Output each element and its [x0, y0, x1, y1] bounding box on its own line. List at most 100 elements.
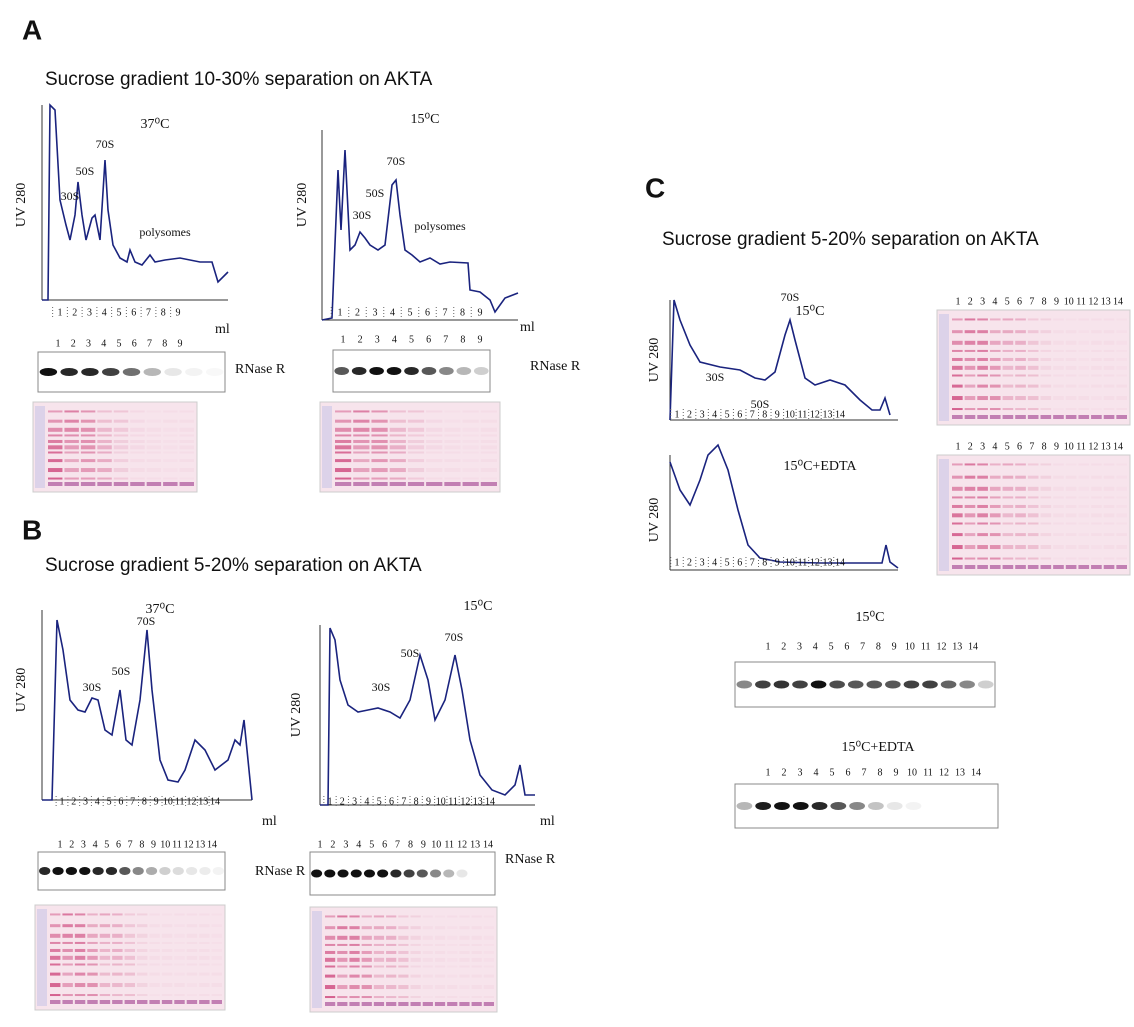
gel-band	[1040, 496, 1052, 499]
gel-band	[989, 496, 1001, 499]
gel-band	[398, 915, 409, 918]
gel-band	[1027, 349, 1039, 352]
fraction-label: 5	[725, 409, 730, 420]
gel-band	[163, 452, 177, 454]
gel-band	[174, 964, 184, 966]
fraction-label: 2	[72, 307, 77, 318]
x-axis-label: ml	[520, 320, 535, 335]
gel-band	[1002, 408, 1014, 411]
blot-band	[977, 680, 994, 689]
gel-band	[1065, 415, 1077, 419]
gel-band	[1091, 513, 1102, 517]
gel-band	[423, 936, 433, 940]
gel-band	[99, 983, 111, 988]
gel-band	[1104, 487, 1115, 491]
gel-band	[74, 924, 86, 928]
gel-band	[463, 468, 479, 472]
gel-band	[1078, 350, 1089, 352]
gel-band	[977, 396, 988, 401]
fraction-label: 3	[373, 307, 378, 318]
gel-band	[447, 936, 457, 940]
gel-band	[1015, 340, 1026, 345]
gel-band	[407, 445, 425, 450]
gel-band	[964, 374, 976, 377]
blot-band	[885, 680, 901, 689]
gel-band	[361, 957, 372, 962]
lane-label: 2	[71, 338, 76, 349]
blot-band	[350, 869, 362, 878]
gel-band	[1091, 341, 1102, 345]
gel-band	[112, 963, 123, 966]
gel-band	[1104, 523, 1115, 525]
gel-band	[989, 545, 1001, 550]
blot-band	[868, 802, 884, 810]
gel-band	[353, 468, 370, 473]
gel-band	[1053, 415, 1064, 419]
fraction-label: 2	[355, 307, 360, 318]
gel-band	[1078, 385, 1089, 388]
lane-label: 10	[1064, 441, 1074, 452]
gel-band	[1066, 476, 1077, 479]
gel-band	[484, 966, 494, 968]
gel-band	[989, 340, 1001, 345]
gel-band	[161, 1000, 173, 1004]
blot-band	[755, 680, 771, 689]
gel-band	[163, 478, 177, 480]
gel-band	[62, 924, 73, 928]
gel-band	[1116, 330, 1127, 333]
gel-band	[989, 513, 1001, 518]
lane-label: 2	[781, 641, 786, 652]
gel-band	[1002, 318, 1014, 321]
gel-band	[97, 451, 112, 454]
fraction-label: 6	[737, 557, 742, 568]
lane-label: 5	[830, 767, 835, 778]
lane-label: 14	[207, 839, 217, 850]
gel-band	[1027, 486, 1039, 491]
gel-band	[1078, 408, 1089, 410]
lane-label: 14	[968, 641, 978, 652]
gel-band	[97, 419, 112, 423]
gel-band	[1040, 357, 1052, 361]
gel-band	[386, 996, 397, 999]
fraction-label: 11	[448, 796, 458, 807]
gel-band	[1066, 523, 1077, 525]
gel-band	[371, 459, 388, 463]
gel-band	[335, 419, 352, 423]
gel	[309, 906, 498, 1013]
gel-band	[1104, 318, 1115, 320]
gel-band	[977, 557, 988, 560]
blot-band	[81, 368, 99, 376]
fraction-label: 5	[377, 796, 382, 807]
gel-band	[1040, 557, 1052, 560]
blot-band	[206, 368, 223, 376]
gel-band	[1078, 318, 1089, 320]
blot-band	[905, 802, 922, 810]
blot-band	[212, 867, 224, 875]
blot-band	[774, 802, 790, 810]
gel-band	[74, 941, 86, 944]
gel-band	[325, 943, 336, 946]
gel-band	[1040, 545, 1052, 550]
gel-band	[325, 935, 336, 940]
lane-label: 1	[766, 767, 771, 778]
gel-band	[1116, 408, 1127, 410]
blot-band	[122, 368, 141, 376]
gel-band	[977, 475, 988, 479]
gel-band	[977, 365, 988, 370]
gel-band	[147, 410, 161, 412]
gel-band	[447, 996, 457, 998]
gel-band	[426, 410, 443, 413]
lane-label: 6	[426, 334, 431, 345]
fraction-label: 14	[835, 557, 845, 568]
gel-band	[964, 384, 976, 388]
blot-band	[416, 869, 428, 878]
blot-band	[755, 802, 772, 810]
gel-band	[952, 349, 963, 352]
gel-band	[124, 972, 135, 976]
gel-band	[211, 1000, 222, 1004]
gel-band	[74, 983, 86, 988]
gel-band	[87, 941, 98, 944]
gel-band	[389, 482, 406, 486]
gel-band	[1091, 533, 1102, 536]
gel-band	[174, 983, 184, 987]
